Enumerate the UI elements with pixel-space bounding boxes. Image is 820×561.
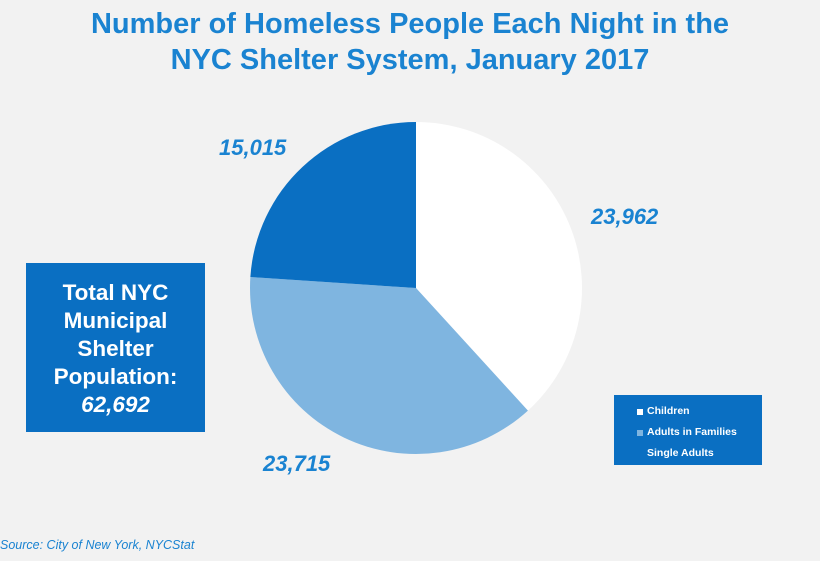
data-label-adults-in-families: 23,715 [263, 451, 331, 476]
pie-slice-adults-in-families [250, 277, 528, 454]
total-box-line-1: Total NYC [62, 280, 169, 305]
total-box-line-2: Municipal [63, 308, 168, 333]
source-note: Source: City of New York, NYCStat [0, 538, 195, 552]
total-box-line-3: Shelter [77, 336, 154, 361]
legend-item-adults-in-families: Adults in Families [637, 422, 762, 443]
chart-title-line-2: NYC Shelter System, January 2017 [170, 44, 650, 76]
legend-label-single-adults: Single Adults [647, 447, 714, 459]
total-box-line-4: Population: [53, 364, 178, 389]
chart-title-line-1: Number of Homeless People Each Night in … [90, 8, 730, 40]
data-label-single-adults: 15,015 [219, 135, 287, 160]
legend-swatch-adults-in-families [637, 429, 643, 436]
chart-legend: Children Adults in Families Single Adult… [614, 395, 762, 465]
legend-label-adults-in-families: Adults in Families [647, 426, 737, 438]
pie-slice-single-adults [250, 122, 416, 288]
legend-label-children: Children [647, 405, 690, 417]
total-box-value: 62,692 [81, 392, 150, 417]
pie-slice-children [416, 122, 582, 411]
legend-item-children: Children [637, 401, 762, 422]
chart-title: Number of Homeless People Each Night in … [0, 6, 820, 78]
legend-item-single-adults: Single Adults [637, 443, 762, 464]
data-label-children: 23,962 [591, 204, 659, 229]
total-population-box: Total NYC Municipal Shelter Population: … [26, 263, 205, 432]
legend-swatch-children [637, 408, 643, 415]
